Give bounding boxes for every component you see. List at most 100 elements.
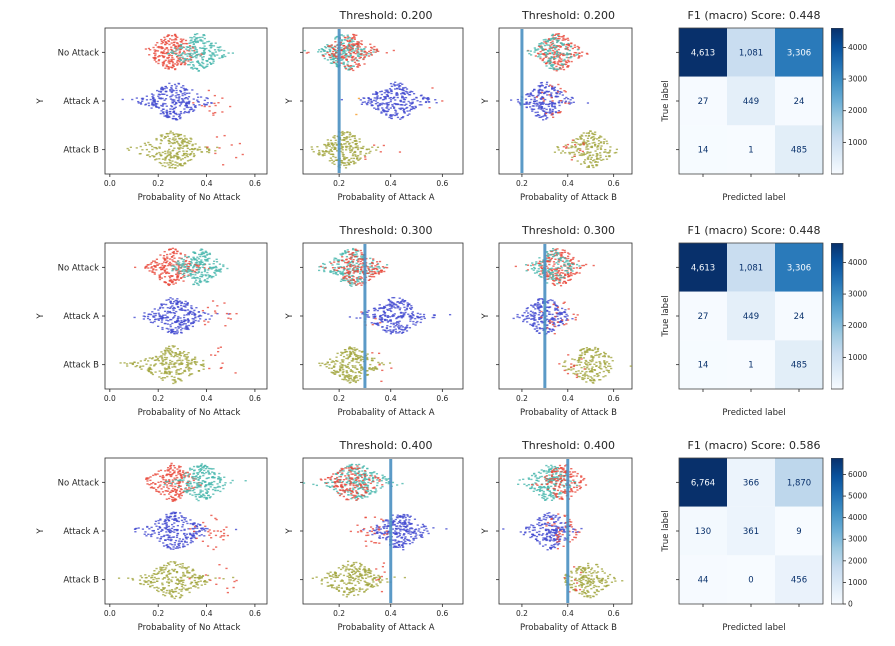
svg-text:0.2: 0.2: [333, 179, 345, 188]
svg-text:3,306: 3,306: [787, 48, 811, 58]
plot-title: [27, 8, 273, 24]
swarm-points: [302, 463, 448, 598]
x-axis-label: Probabality of No Attack: [137, 193, 241, 203]
confusion-matrix-r1: F1 (macro) Score: 0.448 4,613 1,081 3,306 2…: [661, 8, 829, 206]
swarm-points: [510, 33, 619, 169]
colorbar-r2: 1000 2000 3000 4000: [831, 243, 881, 397]
plot-box: [498, 457, 633, 605]
matrix-cell: [775, 125, 823, 174]
matrix-cell: [775, 28, 823, 77]
confusion-matrix-r2: F1 (macro) Score: 0.448 4,613 1,081 3,306 2…: [661, 223, 829, 421]
plot-title: F1 (macro) Score: 0.586: [687, 439, 821, 452]
svg-text:449: 449: [743, 97, 759, 107]
svg-text:14: 14: [698, 146, 709, 156]
svg-text:True label: True label: [661, 80, 671, 122]
svg-text:4,613: 4,613: [691, 48, 715, 58]
svg-text:0.4: 0.4: [562, 179, 574, 188]
svg-text:0.2: 0.2: [333, 394, 345, 403]
matrix-cell: [727, 28, 775, 77]
colorbar-gradient: [831, 458, 844, 605]
svg-text:Y: Y: [481, 98, 491, 105]
svg-text:0.4: 0.4: [201, 179, 213, 188]
x-axis-label: Probabality of No Attack: [137, 623, 241, 633]
matrix-cell: [775, 506, 823, 556]
x-axis-label: Probabality of Attack B: [519, 408, 618, 418]
svg-text:0.0: 0.0: [104, 179, 116, 188]
plot-box: [104, 27, 268, 175]
swarm-plot-r2c3: Threshold: 0.300 0.2 0.4 0.6 Y Probabality …: [481, 223, 638, 421]
matrix-cell: [775, 340, 823, 389]
svg-text:1,081: 1,081: [739, 48, 763, 58]
matrix-cell: [727, 291, 775, 341]
matrix-cell: [679, 506, 727, 556]
svg-text:0.6: 0.6: [436, 394, 448, 403]
matrix-cell: [727, 243, 775, 292]
matrix-cell: [775, 243, 823, 292]
svg-text:Y: Y: [285, 313, 295, 320]
colorbar-gradient: [831, 28, 844, 175]
plot-title: [27, 223, 273, 239]
x-axis-label: Predicted label: [722, 623, 786, 633]
matrix-cell: [727, 340, 775, 389]
plot-title: [27, 438, 273, 454]
matrix-cell: [775, 555, 823, 604]
svg-text:0.4: 0.4: [201, 394, 213, 403]
svg-text:0.6: 0.6: [249, 179, 261, 188]
plot-box: [498, 242, 633, 390]
plot-title: Threshold: 0.300: [522, 224, 615, 237]
plot-canvas: 0.2 0.4 0.6Y: [285, 242, 464, 403]
svg-text:0.6: 0.6: [249, 394, 261, 403]
matrix-cell: [775, 291, 823, 341]
svg-text:Y: Y: [36, 98, 46, 105]
svg-text:0.4: 0.4: [385, 179, 397, 188]
svg-text:0.6: 0.6: [608, 394, 620, 403]
x-axis-label: Probabality of Attack B: [519, 193, 618, 203]
x-axis-label: Probabality of Attack A: [337, 623, 435, 633]
matrix-cell: [727, 458, 775, 507]
plot-canvas: 0.2 0.4 0.6Y: [481, 457, 633, 618]
matrix-cell: [679, 28, 727, 77]
svg-text:0.2: 0.2: [516, 394, 528, 403]
svg-text:Attack B: Attack B: [63, 146, 99, 156]
x-axis-label: Predicted label: [722, 408, 786, 418]
plot-title: Threshold: 0.400: [339, 439, 433, 452]
svg-text:Y: Y: [36, 313, 46, 320]
swarm-plot-r2c2: Threshold: 0.300 0.2 0.4 0.6 Y Probabality …: [285, 223, 469, 421]
svg-text:Attack B: Attack B: [63, 361, 99, 371]
matrix-cell: [679, 76, 727, 126]
svg-text:0.2: 0.2: [516, 179, 528, 188]
svg-text:27: 27: [698, 97, 709, 107]
svg-text:Attack A: Attack A: [63, 97, 99, 107]
swarm-plot-r1c1: 0.0 0.2 0.4 0.6 No Attack Attack A Attack B Y P…: [27, 8, 273, 206]
svg-text:Y: Y: [285, 98, 295, 105]
matrix-cell: [679, 555, 727, 604]
plot-canvas: 0.2 0.4 0.6Y: [481, 242, 633, 403]
plot-title: F1 (macro) Score: 0.448: [687, 224, 821, 237]
svg-text:0.2: 0.2: [152, 394, 164, 403]
svg-text:Attack A: Attack A: [63, 312, 99, 322]
swarm-points: [119, 247, 238, 385]
svg-text:No Attack: No Attack: [58, 48, 99, 58]
matrix-cell: [727, 506, 775, 556]
plot-title: Threshold: 0.200: [339, 9, 433, 22]
svg-text:485: 485: [791, 146, 807, 156]
matrix-cell: [775, 76, 823, 126]
svg-text:0.2: 0.2: [152, 179, 164, 188]
confusion-matrix-r3: F1 (macro) Score: 0.586 6,764 366 1,870 130…: [661, 438, 829, 636]
swarm-plot-r2c1: 0.0 0.2 0.4 0.6 No Attack Attack A Attack B Y P…: [27, 223, 273, 421]
x-axis-label: Probabality of Attack B: [519, 623, 618, 633]
x-axis-label: Predicted label: [722, 193, 786, 203]
svg-text:0.4: 0.4: [562, 394, 574, 403]
swarm-plot-r1c2: Threshold: 0.200 0.2 0.4 0.6 Y Probabality …: [285, 8, 469, 206]
plot-canvas: 0.2 0.4 0.6Y: [285, 27, 464, 188]
matrix-cell: [727, 125, 775, 174]
plot-title: F1 (macro) Score: 0.448: [687, 9, 821, 22]
swarm-plot-r1c3: Threshold: 0.200 0.2 0.4 0.6 Y Probabality …: [481, 8, 638, 206]
